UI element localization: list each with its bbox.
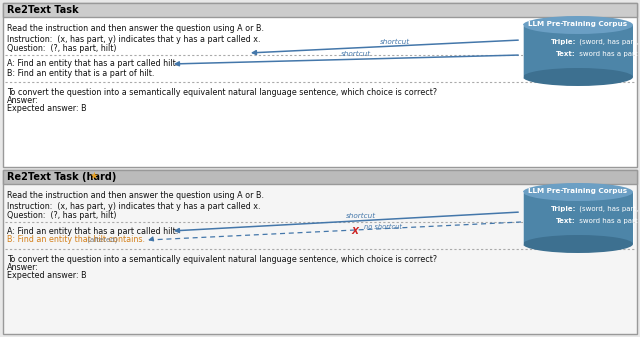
Ellipse shape [523, 16, 633, 34]
Text: To convert the question into a semantically equivalent natural language sentence: To convert the question into a semantica… [7, 255, 437, 264]
Ellipse shape [523, 235, 633, 253]
Text: Question:  (?, has part, hilt): Question: (?, has part, hilt) [7, 44, 116, 53]
Text: (sword, has part, hilt): (sword, has part, hilt) [577, 39, 640, 45]
Text: Instruction:  (x, has part, y) indicates that y has a part called x.: Instruction: (x, has part, y) indicates … [7, 35, 260, 44]
Ellipse shape [523, 68, 633, 86]
Bar [523, 25, 633, 77]
Text: Read the instruction and then answer the question using A or B.: Read the instruction and then answer the… [7, 24, 264, 33]
Text: A: Find an entity that has a part called hilt.: A: Find an entity that has a part called… [7, 60, 179, 68]
Text: ★: ★ [89, 171, 98, 181]
Text: shortcut: shortcut [341, 52, 371, 58]
Text: Expected answer: B: Expected answer: B [7, 104, 86, 113]
Text: Re2Text Task (hard): Re2Text Task (hard) [7, 172, 116, 182]
Text: shortcut: shortcut [346, 214, 376, 219]
Text: B: Find an entity that hilt contains.: B: Find an entity that hilt contains. [7, 236, 145, 245]
Bar [523, 192, 633, 244]
Text: shortcut: shortcut [380, 39, 410, 45]
Text: Text:: Text: [556, 51, 576, 57]
Text: sword has a part called hilt: sword has a part called hilt [577, 51, 640, 57]
Text: Answer:: Answer: [7, 96, 39, 105]
Text: Text:: Text: [556, 218, 576, 224]
Ellipse shape [523, 183, 633, 201]
FancyBboxPatch shape [3, 170, 637, 184]
Text: To convert the question into a semantically equivalent natural language sentence: To convert the question into a semantica… [7, 88, 437, 97]
Text: Re2Text Task: Re2Text Task [7, 5, 79, 15]
Text: B: Find an entity that is a part of hilt.: B: Find an entity that is a part of hilt… [7, 68, 154, 78]
Text: no shortcut: no shortcut [364, 224, 401, 230]
FancyBboxPatch shape [3, 3, 637, 17]
Text: (altered): (altered) [85, 237, 117, 243]
Text: LLM Pre-Training Corpus: LLM Pre-Training Corpus [529, 188, 628, 194]
Text: Expected answer: B: Expected answer: B [7, 271, 86, 280]
Text: Answer:: Answer: [7, 263, 39, 272]
FancyBboxPatch shape [3, 3, 637, 167]
Text: sword has a part called hilt: sword has a part called hilt [577, 218, 640, 224]
Text: A: Find an entity that has a part called hilt.: A: Find an entity that has a part called… [7, 226, 179, 236]
Text: (sword, has part, hilt): (sword, has part, hilt) [577, 206, 640, 212]
Text: Instruction:  (x, has part, y) indicates that y has a part called x.: Instruction: (x, has part, y) indicates … [7, 202, 260, 211]
Text: LLM Pre-Training Corpus: LLM Pre-Training Corpus [529, 21, 628, 27]
Text: X: X [351, 226, 358, 236]
FancyBboxPatch shape [3, 170, 637, 334]
Text: Triple:: Triple: [550, 39, 576, 45]
Text: Question:  (?, has part, hilt): Question: (?, has part, hilt) [7, 211, 116, 220]
Text: Triple:: Triple: [550, 206, 576, 212]
Text: Read the instruction and then answer the question using A or B.: Read the instruction and then answer the… [7, 191, 264, 200]
